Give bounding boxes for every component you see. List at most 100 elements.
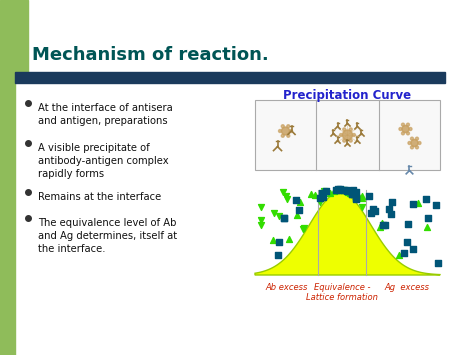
Point: [379, 223, 387, 228]
Point: [401, 250, 408, 256]
Point: [296, 199, 303, 205]
Circle shape: [408, 142, 411, 144]
Point: [257, 218, 265, 223]
Point: [434, 260, 442, 266]
Circle shape: [353, 133, 356, 137]
Point: [369, 206, 377, 212]
Point: [342, 188, 350, 193]
Point: [311, 192, 319, 198]
Text: Ab excess: Ab excess: [265, 283, 308, 292]
Circle shape: [349, 128, 352, 131]
Bar: [0, 0, 28, 75]
Point: [337, 187, 345, 193]
Circle shape: [407, 132, 410, 135]
Point: [280, 215, 288, 221]
Point: [422, 196, 429, 201]
Bar: [0, 75, 15, 355]
Point: [345, 188, 353, 193]
Point: [376, 224, 383, 230]
Point: [283, 193, 290, 199]
Point: [346, 190, 354, 196]
Text: Precipitation Curve: Precipitation Curve: [283, 89, 411, 102]
Circle shape: [401, 132, 404, 135]
Circle shape: [279, 130, 282, 132]
Point: [285, 236, 292, 242]
Point: [337, 186, 344, 192]
Point: [388, 200, 396, 205]
Circle shape: [399, 127, 402, 131]
Circle shape: [282, 127, 290, 135]
Point: [381, 222, 389, 228]
Point: [339, 187, 347, 193]
Point: [279, 189, 287, 195]
Point: [403, 239, 410, 244]
Point: [358, 193, 365, 199]
Point: [358, 195, 366, 201]
Point: [409, 246, 417, 252]
Point: [367, 211, 374, 216]
Circle shape: [281, 134, 284, 137]
Point: [330, 188, 337, 194]
Point: [343, 187, 350, 193]
Point: [359, 204, 366, 210]
Point: [423, 224, 431, 230]
Circle shape: [287, 125, 290, 128]
Point: [425, 215, 432, 221]
Point: [274, 252, 282, 258]
Point: [257, 223, 264, 228]
Point: [353, 196, 360, 202]
Point: [292, 197, 300, 202]
Point: [415, 200, 422, 206]
Circle shape: [349, 139, 352, 142]
Circle shape: [416, 137, 419, 140]
Point: [301, 225, 308, 231]
Point: [269, 237, 277, 243]
Point: [340, 187, 347, 193]
Text: A visible precipitate of
antibody-antigen complex
rapidly forms: A visible precipitate of antibody-antige…: [38, 143, 169, 179]
Point: [404, 221, 411, 226]
Circle shape: [416, 146, 419, 149]
Circle shape: [401, 123, 404, 126]
Circle shape: [410, 146, 413, 149]
Point: [365, 193, 373, 199]
Circle shape: [411, 140, 418, 147]
Circle shape: [409, 127, 412, 131]
Point: [317, 195, 324, 201]
Point: [378, 220, 386, 225]
Point: [433, 202, 440, 207]
Circle shape: [407, 123, 410, 126]
Point: [258, 204, 265, 210]
Point: [371, 208, 379, 214]
Point: [276, 213, 283, 219]
Text: At the interface of antisera
and antigen, preparations: At the interface of antisera and antigen…: [38, 103, 173, 126]
Point: [319, 195, 327, 200]
Point: [275, 240, 283, 245]
Point: [334, 187, 342, 192]
Bar: [255, 100, 440, 170]
Text: Equivalence -
Lattice formation: Equivalence - Lattice formation: [306, 283, 378, 302]
Point: [323, 188, 330, 194]
Point: [270, 211, 278, 216]
Point: [352, 189, 360, 195]
Circle shape: [343, 128, 346, 131]
Point: [409, 202, 416, 207]
Point: [296, 208, 303, 213]
Point: [283, 196, 290, 201]
Circle shape: [402, 126, 409, 132]
Point: [327, 190, 334, 196]
Point: [354, 190, 361, 196]
Circle shape: [410, 137, 413, 140]
Point: [335, 187, 343, 192]
Point: [343, 188, 350, 194]
Point: [319, 190, 326, 196]
Text: Mechanism of reaction.: Mechanism of reaction.: [32, 46, 269, 64]
Text: The equivalence level of Ab
and Ag determines, itself at
the interface.: The equivalence level of Ab and Ag deter…: [38, 218, 177, 253]
Text: Ag  excess: Ag excess: [384, 283, 429, 292]
Point: [344, 189, 352, 195]
Point: [316, 200, 324, 205]
Point: [348, 191, 356, 197]
Point: [339, 187, 347, 193]
Point: [348, 192, 356, 197]
Point: [387, 212, 395, 217]
Point: [350, 187, 357, 193]
